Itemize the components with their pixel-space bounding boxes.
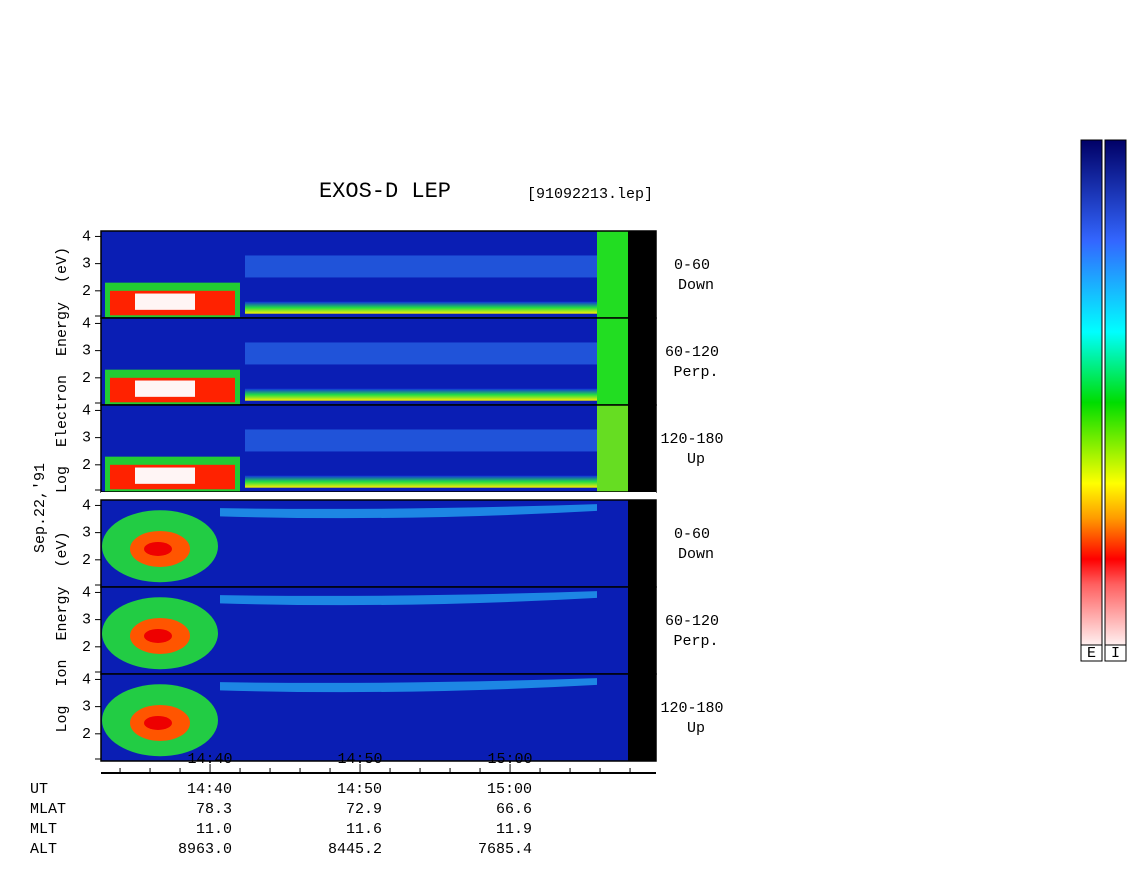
- ephemeris-value: 15:00: [487, 781, 532, 798]
- no-data: [628, 231, 656, 318]
- colorbar-label: I: [1111, 645, 1120, 662]
- y-tick-label: 3: [82, 612, 91, 629]
- spectrogram-blob: [135, 380, 195, 397]
- no-data: [628, 674, 656, 761]
- y-tick-label: 3: [82, 525, 91, 542]
- spectrogram-fill: [597, 231, 628, 318]
- y-tick-label: 3: [82, 699, 91, 716]
- no-data: [628, 500, 656, 587]
- ephemeris-value: 11.0: [196, 821, 232, 838]
- y-tick-label: 2: [82, 370, 91, 387]
- pitch-label: 120-180: [660, 431, 723, 448]
- direction-label: Perp.: [673, 364, 718, 381]
- y-tick-label: 3: [82, 343, 91, 360]
- ephemeris-name: MLT: [30, 821, 57, 838]
- spectrogram-band: [245, 255, 597, 278]
- file-label: [91092213.lep]: [527, 186, 653, 203]
- panel-frame: [100, 673, 657, 762]
- y-tick-label: 4: [82, 671, 91, 688]
- ephemeris-name: ALT: [30, 841, 57, 858]
- x-tick-label: 15:00: [488, 751, 533, 768]
- y-tick-label: 2: [82, 639, 91, 656]
- no-data: [628, 318, 656, 405]
- spectrogram-blob: [144, 628, 172, 643]
- spectrogram-band: [245, 429, 597, 452]
- spectrogram-blob: [135, 467, 195, 484]
- y-tick-label: 2: [82, 552, 91, 569]
- colorbar: [1104, 139, 1127, 646]
- y-tick-label: 3: [82, 256, 91, 273]
- spectrogram-band: [245, 301, 597, 314]
- direction-label: Perp.: [673, 633, 718, 650]
- ephemeris-name: UT: [30, 781, 48, 798]
- spectrogram-band: [220, 504, 597, 519]
- y-tick-label: 2: [82, 457, 91, 474]
- spectrogram-blob: [144, 541, 172, 556]
- colorbar: [1080, 139, 1103, 646]
- direction-label: Down: [678, 546, 714, 563]
- pitch-label: 0-60: [674, 257, 710, 274]
- ephemeris-name: MLAT: [30, 801, 66, 818]
- no-data: [628, 587, 656, 674]
- no-data: [628, 405, 656, 492]
- colorbar-label-box: [1104, 644, 1127, 662]
- x-tick-label: 14:40: [188, 751, 233, 768]
- x-tick-label: 14:50: [338, 751, 383, 768]
- direction-label: Up: [687, 451, 705, 468]
- ephemeris-value: 72.9: [346, 801, 382, 818]
- ephemeris-value: 7685.4: [478, 841, 532, 858]
- spectrogram-band: [220, 678, 597, 693]
- direction-label: Down: [678, 277, 714, 294]
- pitch-label: 120-180: [660, 700, 723, 717]
- y-tick-label: 2: [82, 283, 91, 300]
- ephemeris-value: 11.9: [496, 821, 532, 838]
- ephemeris-value: 66.6: [496, 801, 532, 818]
- y-tick-label: 4: [82, 584, 91, 601]
- ephemeris-value: 14:40: [187, 781, 232, 798]
- gap: [101, 492, 656, 499]
- spectrogram-band: [245, 475, 597, 488]
- date-label: Sep.22,'91: [32, 463, 49, 553]
- y-tick-label: 3: [82, 430, 91, 447]
- pitch-label: 60-120: [665, 344, 719, 361]
- y-tick-label: 4: [82, 315, 91, 332]
- y-tick-label: 4: [82, 497, 91, 514]
- colorbar-label: E: [1087, 645, 1096, 662]
- spectrogram-fill: [597, 318, 628, 405]
- ephemeris-value: 11.6: [346, 821, 382, 838]
- ephemeris-value: 8445.2: [328, 841, 382, 858]
- y-tick-label: 4: [82, 228, 91, 245]
- spectrogram-blob: [144, 715, 172, 730]
- colorbar-label-box: [1080, 644, 1103, 662]
- spectrogram-band: [245, 342, 597, 365]
- pitch-label: 0-60: [674, 526, 710, 543]
- y-tick-label: 4: [82, 402, 91, 419]
- spectrogram-fill: [597, 405, 628, 492]
- ephemeris-value: 14:50: [337, 781, 382, 798]
- y-axis-label: Log Ion Energy (eV): [54, 531, 71, 732]
- y-axis-label: Log Electron Energy (eV): [54, 247, 71, 493]
- y-tick-label: 2: [82, 726, 91, 743]
- spectrogram-band: [245, 388, 597, 401]
- chart-title: EXOS-D LEP: [319, 179, 451, 204]
- spectrogram-band: [220, 591, 597, 606]
- direction-label: Up: [687, 720, 705, 737]
- pitch-label: 60-120: [665, 613, 719, 630]
- ephemeris-value: 78.3: [196, 801, 232, 818]
- spectrogram-blob: [135, 293, 195, 310]
- ephemeris-value: 8963.0: [178, 841, 232, 858]
